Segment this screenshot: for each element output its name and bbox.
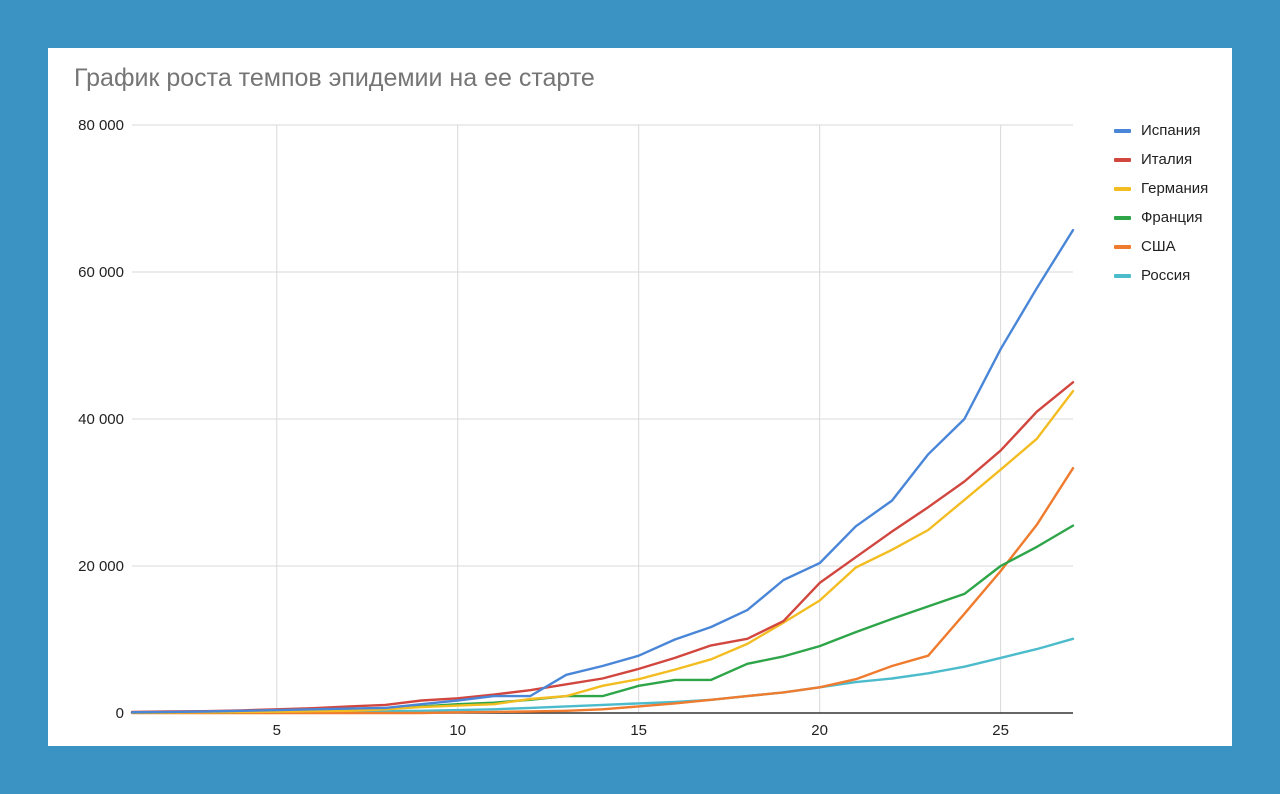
x-tick-label: 10 — [449, 722, 466, 739]
line-chart-plot: 0 20 000 40 000 60 000 80 000 5 10 15 20 25 — [78, 117, 1075, 739]
legend-item: США — [1114, 232, 1208, 261]
legend-item: Италия — [1114, 145, 1208, 174]
series-line-5 — [130, 467, 1075, 715]
x-tick-label: 25 — [992, 722, 1009, 739]
legend-swatch — [1114, 128, 1131, 133]
legend-label: Франция — [1141, 209, 1203, 226]
series-line-2 — [130, 381, 1075, 714]
legend-item: Россия — [1114, 261, 1208, 290]
y-tick-label: 80 000 — [78, 117, 124, 134]
chart-card: График роста темпов эпидемии на ее старт… — [48, 48, 1232, 746]
y-tick-label: 20 000 — [78, 558, 124, 575]
legend-label: Италия — [1141, 151, 1193, 168]
series-line-4 — [130, 524, 1075, 714]
legend-swatch — [1114, 157, 1131, 162]
x-tick-label: 5 — [273, 722, 281, 739]
y-tick-label: 40 000 — [78, 411, 124, 428]
y-tick-label: 60 000 — [78, 264, 124, 281]
legend-swatch — [1114, 273, 1131, 278]
y-tick-label: 0 — [116, 705, 124, 722]
legend-swatch — [1114, 244, 1131, 249]
series-line-3 — [130, 389, 1075, 714]
chart-legend: Испания Италия Германия Франция США Россия — [1114, 116, 1208, 290]
legend-item: Франция — [1114, 203, 1208, 232]
series-line-1 — [130, 228, 1075, 714]
legend-label: Россия — [1141, 267, 1191, 284]
x-tick-label: 15 — [630, 722, 647, 739]
chart-title: График роста темпов эпидемии на ее старт… — [74, 64, 595, 92]
legend-swatch — [1114, 186, 1131, 191]
legend-item: Германия — [1114, 174, 1208, 203]
legend-swatch — [1114, 215, 1131, 220]
x-tick-label: 20 — [811, 722, 828, 739]
legend-label: США — [1141, 238, 1176, 255]
legend-item: Испания — [1114, 116, 1208, 145]
legend-label: Германия — [1141, 180, 1209, 197]
legend-label: Испания — [1141, 122, 1201, 139]
